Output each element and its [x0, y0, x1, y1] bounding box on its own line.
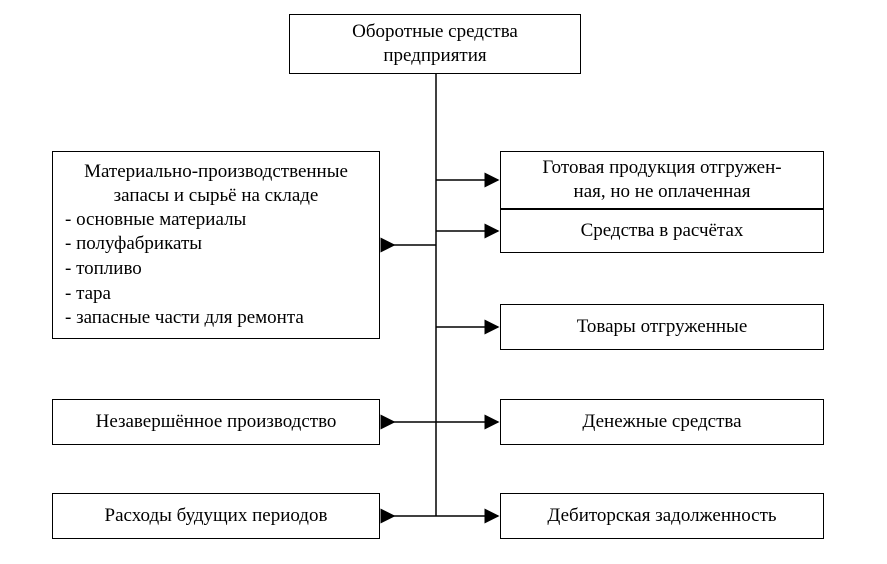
node-title: Оборотные средствапредприятия — [290, 20, 580, 68]
node-title: Незавершённое производство — [53, 410, 379, 434]
diagram-canvas: Оборотные средствапредприятия Материально… — [0, 0, 887, 564]
node-cash: Денежные средства — [500, 399, 824, 445]
node-deferred: Расходы будущих периодов — [52, 493, 380, 539]
node-title: Средства в расчётах — [501, 219, 823, 243]
node-inventory: Материально-производственныезапасы и сыр… — [52, 151, 380, 339]
node-receivables: Дебиторская задолженность — [500, 493, 824, 539]
node-goods_shipped: Товары отгруженные — [500, 304, 824, 350]
node-title: Расходы будущих периодов — [53, 504, 379, 528]
node-title: Дебиторская задолженность — [501, 504, 823, 528]
node-in_settlement: Средства в расчётах — [500, 209, 824, 253]
node-wip: Незавершённое производство — [52, 399, 380, 445]
node-title: Товары отгруженные — [501, 315, 823, 339]
node-root: Оборотные средствапредприятия — [289, 14, 581, 74]
node-shipped_unpaid: Готовая продукция отгружен-ная, но не оп… — [500, 151, 824, 209]
node-title: Готовая продукция отгружен-ная, но не оп… — [501, 156, 823, 204]
node-items: - основные материалы- полуфабрикаты- топ… — [53, 208, 379, 331]
node-title: Материально-производственныезапасы и сыр… — [53, 160, 379, 208]
node-title: Денежные средства — [501, 410, 823, 434]
